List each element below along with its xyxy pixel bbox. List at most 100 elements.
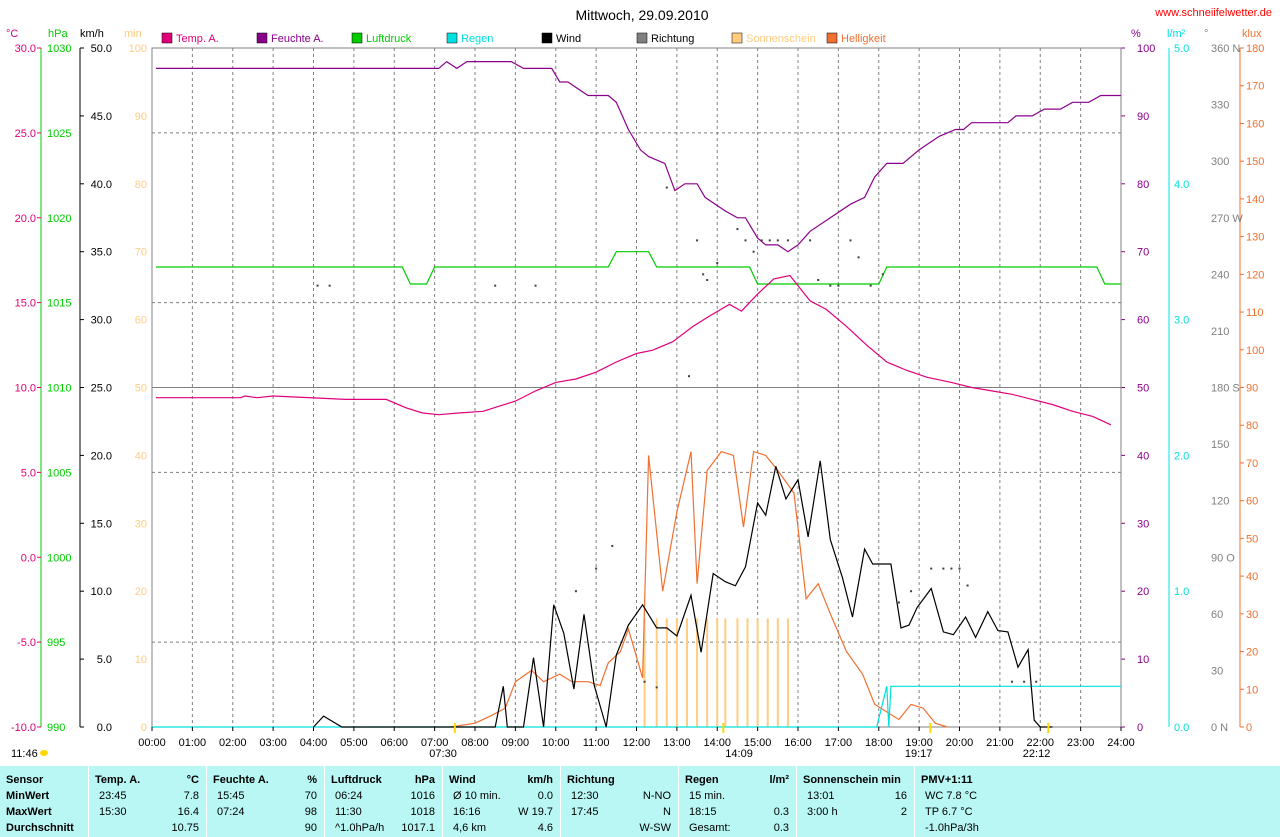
stats-value: 0.3 xyxy=(773,806,789,818)
wind-axis-unit: km/h xyxy=(80,28,104,40)
stats-table: Sensor MinWert MaxWert Durchschnitt Temp. A.… xyxy=(0,766,1280,837)
brightness-line xyxy=(450,450,948,728)
x-tick-label: 08:00 xyxy=(461,737,489,749)
stats-cell: 4,6 km xyxy=(453,822,487,834)
brightness-tick-label: 50 xyxy=(1246,533,1258,545)
pressure-tick-label: 1005 xyxy=(47,467,71,479)
direction-point xyxy=(595,567,598,570)
stats-value: 98 xyxy=(304,806,317,818)
temp-tick-label: 5.0 xyxy=(21,467,36,479)
direction-point xyxy=(574,590,577,593)
rain-tick-label: 0.0 xyxy=(1174,722,1189,734)
wind-tick-label: 50.0 xyxy=(91,43,112,55)
stats-cell: 18:15 xyxy=(689,806,717,818)
stats-cell: -1.0hPa/3h xyxy=(925,822,979,834)
pressure-tick-label: 995 xyxy=(47,637,65,649)
brightness-axis-unit: klux xyxy=(1242,28,1262,40)
brightness-tick-label: 130 xyxy=(1246,232,1264,244)
direction-point xyxy=(687,375,690,378)
stats-column: PMV+1:11 WC 7.8 °C TP 6.7 °C -1.0hPa/3h xyxy=(914,766,1280,837)
brightness-tick-label: 120 xyxy=(1246,269,1264,281)
brightness-tick-label: 110 xyxy=(1246,307,1264,319)
stats-value: 90 xyxy=(304,822,317,834)
chart-title: Mittwoch, 29.09.2010 xyxy=(575,7,708,23)
sun-event-label: 22:12 xyxy=(1023,748,1051,760)
pressure-tick-label: 1015 xyxy=(47,298,71,310)
x-tick-label: 11:00 xyxy=(583,737,610,749)
stats-value: 1018 xyxy=(410,806,435,818)
stats-unit: °C xyxy=(186,774,199,786)
rain-tick-label: 3.0 xyxy=(1174,315,1189,327)
legend-swatch xyxy=(826,32,838,44)
pressure-tick-label: 1020 xyxy=(47,213,71,225)
pressure-tick-label: 990 xyxy=(47,722,65,734)
left-axes: °C hPa km/h min 30.0 25.0 20.0 15.0 10.0 5.0 0.0 -5… xyxy=(6,28,147,734)
stats-unit: km/h xyxy=(527,774,553,786)
stats-column: Sonnenschein min 13:01 16 3:00 h 2 xyxy=(796,766,915,837)
rain-tick-label: 4.0 xyxy=(1174,179,1189,191)
direction-point xyxy=(1035,680,1038,683)
pressure-tick-label: 1025 xyxy=(47,128,71,140)
stats-cell: MaxWert xyxy=(6,806,52,818)
humidity-line xyxy=(156,60,1121,253)
direction-point xyxy=(958,567,961,570)
pressure-tick-label: 1000 xyxy=(47,552,71,564)
direction-axis-unit: ° xyxy=(1204,28,1208,40)
x-tick-label: 14:00 xyxy=(703,737,731,749)
wind-tick-label: 25.0 xyxy=(91,383,112,395)
wind-tick-label: 35.0 xyxy=(91,247,112,259)
wind-tick-label: 40.0 xyxy=(91,179,112,191)
legend-swatch xyxy=(636,32,648,44)
x-tick-label: 09:00 xyxy=(502,737,530,749)
stats-cell: ^1.0hPa/h xyxy=(335,822,385,834)
legend-label: Temp. A. xyxy=(176,33,219,45)
x-tick-label: 19:00 xyxy=(905,737,933,749)
sunshine-tick-label: 20 xyxy=(135,586,147,598)
stats-value: 2 xyxy=(900,806,907,818)
direction-tick-label: 30 xyxy=(1211,665,1223,677)
direction-point xyxy=(950,567,953,570)
stats-column: Regen l/m² 15 min. 18:15 0.3 Gesamt: 0.3 xyxy=(678,766,797,837)
sunshine-tick-label: 100 xyxy=(129,43,147,55)
stats-unit: hPa xyxy=(414,774,435,786)
pressure-axis-unit: hPa xyxy=(48,28,68,40)
stats-cell: 17:45 xyxy=(571,806,599,818)
sun-event-label: 19:17 xyxy=(905,748,933,760)
legend-label: Regen xyxy=(461,33,493,45)
temp-tick-label: -10.0 xyxy=(11,722,36,734)
brightness-tick-label: 160 xyxy=(1246,118,1264,130)
humidity-tick-label: 20 xyxy=(1137,586,1149,598)
x-axis: 00:00 01:00 02:00 03:00 04:00 05:00 06:00 07:00… xyxy=(11,723,1135,760)
direction-point xyxy=(760,239,763,242)
stats-value: 16.4 xyxy=(177,806,199,818)
temperature-line xyxy=(156,274,1112,426)
brightness-tick-label: 70 xyxy=(1246,458,1258,470)
stats-cell: 15:30 xyxy=(99,806,127,818)
stats-column: Sensor MinWert MaxWert Durchschnitt xyxy=(0,766,88,837)
x-tick-label: 02:00 xyxy=(219,737,247,749)
brightness-tick-label: 80 xyxy=(1246,420,1258,432)
sun-event-label: 07:30 xyxy=(429,748,457,760)
direction-point xyxy=(776,239,779,242)
direction-point xyxy=(316,284,319,287)
temp-axis-unit: °C xyxy=(6,28,18,40)
direction-point xyxy=(837,284,840,287)
wind-tick-label: 45.0 xyxy=(91,111,112,123)
stats-header: PMV+1:11 xyxy=(921,774,973,786)
stats-value: 1016 xyxy=(410,790,435,802)
direction-point xyxy=(655,686,658,689)
x-tick-label: 18:00 xyxy=(865,737,893,749)
direction-point xyxy=(817,278,820,281)
stats-header: Luftdruck xyxy=(331,774,382,786)
site-link[interactable]: www.schneiifelwetter.de xyxy=(1154,7,1272,19)
legend: Temp. A. Feuchte A. Luftdruck Regen Wind Rich… xyxy=(161,32,886,45)
stats-value: N xyxy=(663,806,671,818)
direction-point xyxy=(706,278,709,281)
stats-cell: MinWert xyxy=(6,790,50,802)
x-tick-label: 05:00 xyxy=(340,737,368,749)
direction-point xyxy=(702,273,705,276)
stats-unit: l/m² xyxy=(769,774,789,786)
direction-tick-label: 270 W xyxy=(1211,213,1243,225)
direction-point xyxy=(930,567,933,570)
direction-point xyxy=(768,239,771,242)
